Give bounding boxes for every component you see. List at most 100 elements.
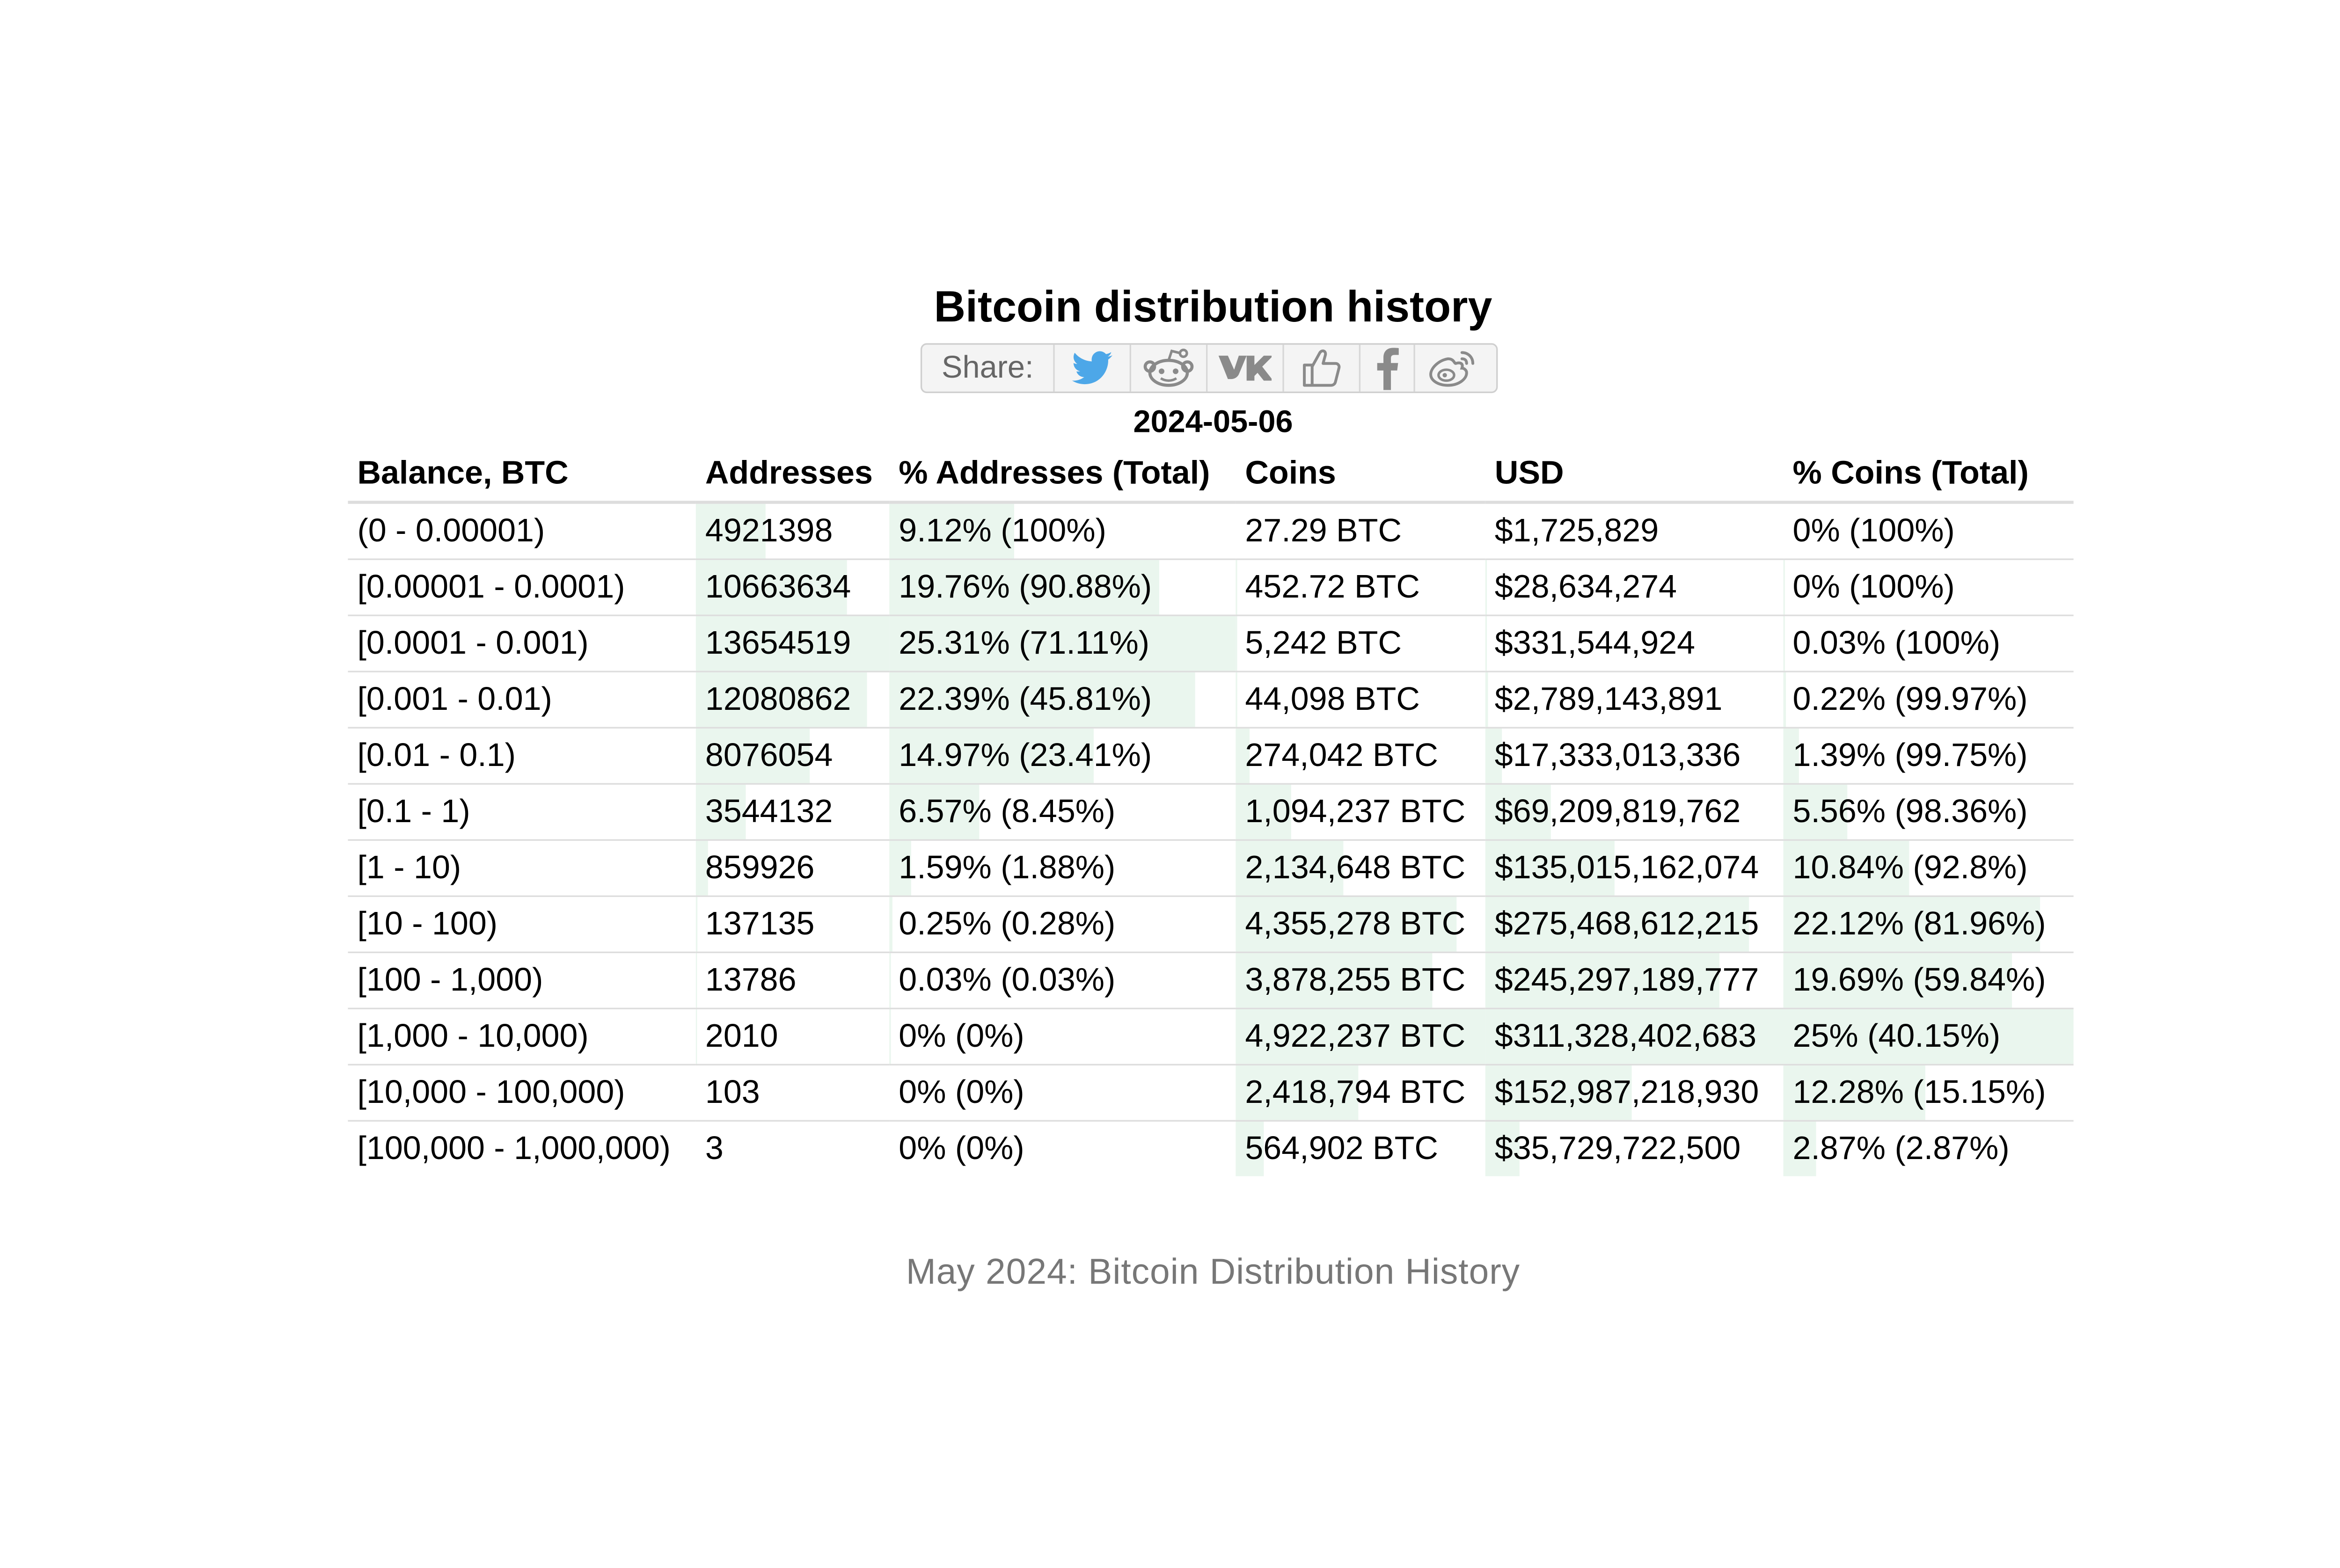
coins-cell: 5,242 BTC: [1236, 614, 1485, 672]
addresses-cell: 10663634: [695, 558, 890, 616]
pct-coins-cell: 10.84% (92.8%): [1783, 839, 2074, 897]
balance-cell: [100 - 1,000): [348, 951, 696, 1009]
share-bar: Share:: [920, 343, 1498, 394]
coins-cell: 1,094,237 BTC: [1236, 783, 1485, 840]
usd-cell: $35,729,722,500: [1485, 1120, 1784, 1176]
pct-addresses-cell: 19.76% (90.88%): [889, 558, 1236, 616]
pct-coins-cell: 12.28% (15.15%): [1783, 1064, 2074, 1121]
addresses-cell: 103: [695, 1064, 890, 1121]
balance-cell: [1 - 10): [348, 839, 696, 897]
usd-cell: $275,468,612,215: [1485, 895, 1784, 953]
figure-caption: May 2024: Bitcoin Distribution History: [906, 1251, 1521, 1292]
usd-cell: $245,297,189,777: [1485, 951, 1784, 1009]
twitter-icon: [1072, 351, 1112, 385]
coins-cell: 274,042 BTC: [1236, 727, 1485, 784]
page-title: Bitcoin distribution history: [934, 282, 1492, 331]
column-header-coins: Coins: [1236, 446, 1485, 504]
addresses-cell: 4921398: [695, 501, 890, 560]
pct-coins-cell: 0.22% (99.97%): [1783, 671, 2074, 728]
addresses-cell: 3: [695, 1120, 890, 1176]
usd-cell: $17,333,013,336: [1485, 727, 1784, 784]
column-header-pct-addresses: % Addresses (Total): [889, 446, 1236, 504]
coins-cell: 44,098 BTC: [1236, 671, 1485, 728]
table-row: [1 - 10) 859926 1.59% (1.88%) 2,134,648 …: [348, 839, 2074, 897]
weibo-icon: [1429, 351, 1475, 387]
share-weibo-button[interactable]: [1415, 345, 1490, 392]
usd-cell: $1,725,829: [1485, 501, 1784, 560]
distribution-table: Balance, BTC Addresses % Addresses (Tota…: [348, 446, 2074, 1176]
table-row: [0.1 - 1) 3544132 6.57% (8.45%) 1,094,23…: [348, 783, 2074, 840]
usd-cell: $28,634,274: [1485, 558, 1784, 616]
facebook-icon: [1377, 348, 1399, 390]
pct-addresses-cell: 0.25% (0.28%): [889, 895, 1236, 953]
coins-cell: 2,418,794 BTC: [1236, 1064, 1485, 1121]
balance-cell: [0.01 - 0.1): [348, 727, 696, 784]
usd-cell: $69,209,819,762: [1485, 783, 1784, 840]
pct-addresses-cell: 1.59% (1.88%): [889, 839, 1236, 897]
pct-addresses-cell: 0% (0%): [889, 1007, 1236, 1065]
addresses-cell: 12080862: [695, 671, 890, 728]
usd-cell: $331,544,924: [1485, 614, 1784, 672]
coins-cell: 4,922,237 BTC: [1236, 1007, 1485, 1065]
pct-coins-cell: 22.12% (81.96%): [1783, 895, 2074, 953]
addresses-cell: 13654519: [695, 614, 890, 672]
balance-cell: [0.00001 - 0.0001): [348, 558, 696, 616]
thumbs-up-icon: [1303, 349, 1341, 387]
balance-cell: [0.0001 - 0.001): [348, 614, 696, 672]
share-twitter-button[interactable]: [1055, 344, 1132, 392]
share-reddit-button[interactable]: [1131, 344, 1208, 392]
balance-cell: [10,000 - 100,000): [348, 1064, 696, 1121]
pct-addresses-cell: 0% (0%): [889, 1064, 1236, 1121]
pct-coins-cell: 1.39% (99.75%): [1783, 727, 2074, 784]
addresses-cell: 3544132: [695, 783, 890, 840]
column-header-addresses: Addresses: [695, 446, 890, 504]
addresses-cell: 137135: [695, 895, 890, 953]
table-row: [0.0001 - 0.001) 13654519 25.31% (71.11%…: [348, 614, 2074, 672]
addresses-cell: 13786: [695, 951, 890, 1009]
coins-cell: 2,134,648 BTC: [1236, 839, 1485, 897]
balance-cell: [0.001 - 0.01): [348, 671, 696, 728]
balance-cell: (0 - 0.00001): [348, 501, 696, 560]
table-row: [1,000 - 10,000) 2010 0% (0%) 4,922,237 …: [348, 1007, 2074, 1065]
snapshot-date: 2024-05-06: [1133, 405, 1293, 440]
column-header-usd: USD: [1485, 446, 1784, 504]
balance-cell: [1,000 - 10,000): [348, 1007, 696, 1065]
pct-addresses-cell: 0.03% (0.03%): [889, 951, 1236, 1009]
share-label: Share:: [922, 344, 1055, 392]
vk-icon: [1218, 356, 1272, 381]
share-like-button[interactable]: [1284, 344, 1361, 392]
addresses-cell: 8076054: [695, 727, 890, 784]
usd-cell: $135,015,162,074: [1485, 839, 1784, 897]
coins-cell: 3,878,255 BTC: [1236, 951, 1485, 1009]
coins-cell: 4,355,278 BTC: [1236, 895, 1485, 953]
coins-cell: 564,902 BTC: [1236, 1120, 1485, 1176]
table-row: [0.01 - 0.1) 8076054 14.97% (23.41%) 274…: [348, 727, 2074, 784]
coins-cell: 452.72 BTC: [1236, 558, 1485, 616]
addresses-cell: 859926: [695, 839, 890, 897]
pct-coins-cell: 2.87% (2.87%): [1783, 1120, 2074, 1176]
table-row: [100 - 1,000) 13786 0.03% (0.03%) 3,878,…: [348, 951, 2074, 1009]
pct-coins-cell: 0% (100%): [1783, 501, 2074, 560]
table-row: [0.001 - 0.01) 12080862 22.39% (45.81%) …: [348, 671, 2074, 728]
share-facebook-button[interactable]: [1360, 344, 1415, 392]
pct-addresses-cell: 25.31% (71.11%): [889, 614, 1236, 672]
usd-cell: $311,328,402,683: [1485, 1007, 1784, 1065]
table-row: [10,000 - 100,000) 103 0% (0%) 2,418,794…: [348, 1064, 2074, 1121]
pct-addresses-cell: 9.12% (100%): [889, 501, 1236, 560]
pct-coins-cell: 0% (100%): [1783, 558, 2074, 616]
balance-cell: [10 - 100): [348, 895, 696, 953]
pct-addresses-cell: 6.57% (8.45%): [889, 783, 1236, 840]
balance-cell: [0.1 - 1): [348, 783, 696, 840]
pct-addresses-cell: 0% (0%): [889, 1120, 1236, 1176]
pct-coins-cell: 0.03% (100%): [1783, 614, 2074, 672]
addresses-cell: 2010: [695, 1007, 890, 1065]
share-vk-button[interactable]: [1207, 344, 1284, 392]
table-row: [0.00001 - 0.0001) 10663634 19.76% (90.8…: [348, 558, 2074, 616]
table-header-row: Balance, BTC Addresses % Addresses (Tota…: [348, 446, 2074, 504]
pct-coins-cell: 25% (40.15%): [1783, 1007, 2074, 1065]
table-row: (0 - 0.00001) 4921398 9.12% (100%) 27.29…: [348, 501, 2074, 560]
balance-cell: [100,000 - 1,000,000): [348, 1120, 696, 1176]
pct-addresses-cell: 22.39% (45.81%): [889, 671, 1236, 728]
pct-coins-cell: 19.69% (59.84%): [1783, 951, 2074, 1009]
